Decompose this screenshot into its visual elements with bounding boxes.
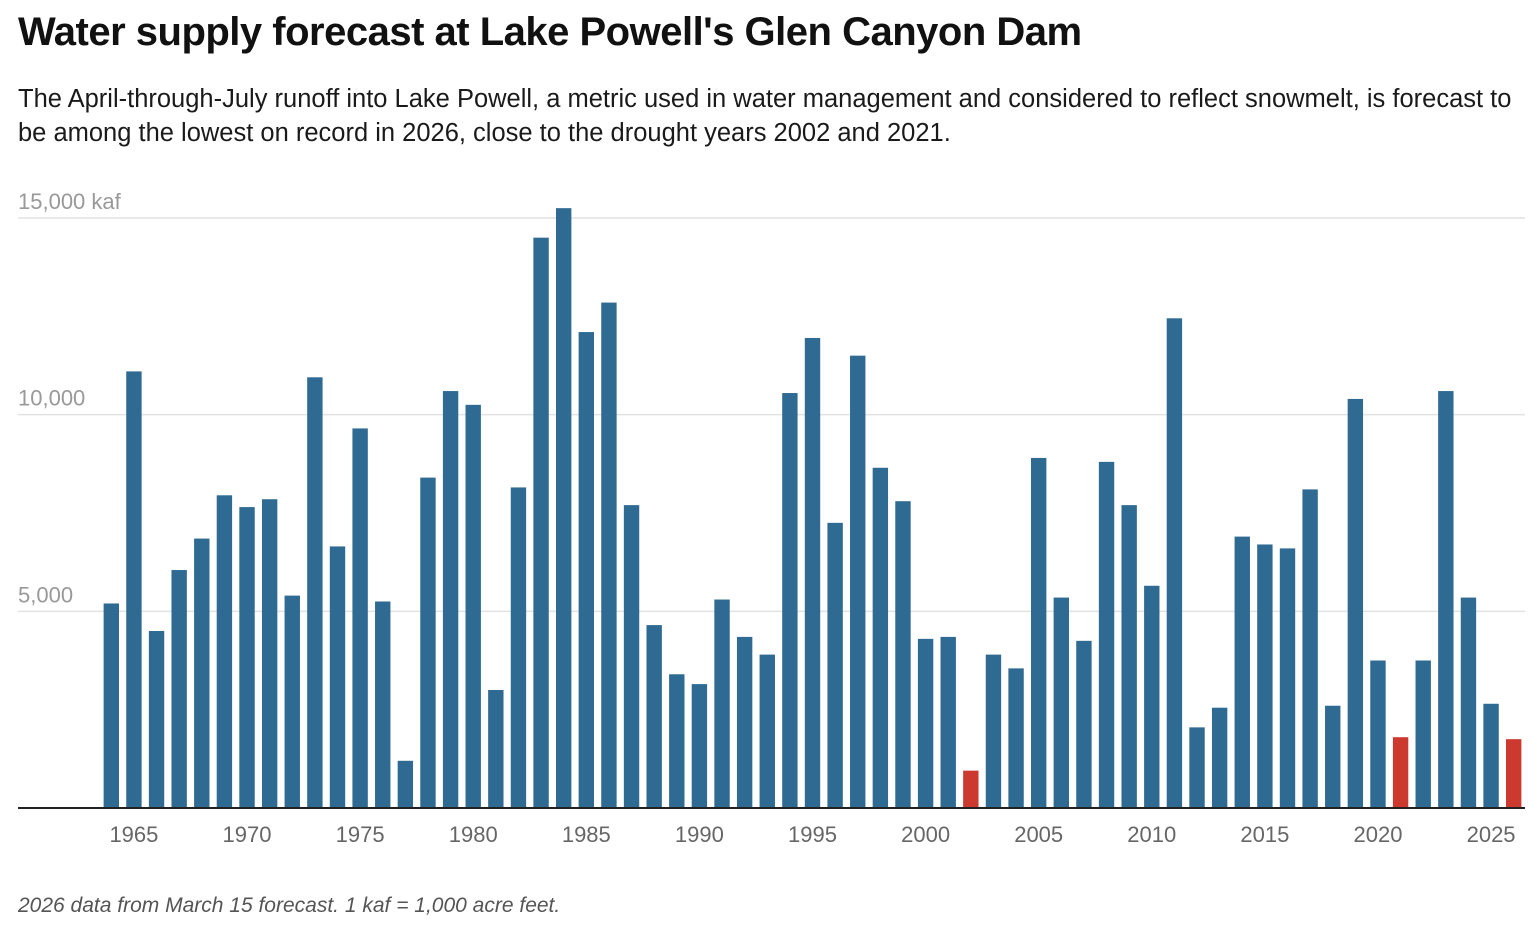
x-tick-label: 1995 [788,822,837,847]
bar-1992 [736,636,753,808]
bar-1986 [601,302,617,808]
bar-2018 [1325,705,1341,808]
bar-1971 [261,499,278,808]
x-tick-label: 2015 [1240,822,1289,847]
bar-2014 [1234,536,1250,808]
bar-2007 [1076,640,1092,808]
bar-1984 [556,208,572,808]
bar-2012 [1189,727,1205,808]
bar-1982 [510,487,527,808]
bar-1985 [578,332,594,808]
y-tick-label: 15,000 kaf [18,189,122,214]
bar-1995 [804,337,821,808]
x-tick-label: 2000 [901,822,950,847]
chart-title: Water supply forecast at Lake Powell's G… [18,10,1082,54]
bar-2008 [1098,461,1115,808]
bar-1964 [103,603,119,808]
x-tick-label: 1970 [223,822,272,847]
bar-1988 [646,625,662,808]
bar-1976 [375,601,391,808]
bar-1981 [488,690,504,808]
bar-2009 [1121,505,1137,808]
bar-1979 [442,391,459,808]
x-tick-label: 1985 [562,822,611,847]
x-axis-ticks: 1965 1970 1975 1980 1985 1990 1995 2000 2005 2010… [109,822,1515,847]
bar-1994 [782,393,798,808]
chart-subtitle: The April-through-July runoff into Lake … [18,85,1512,147]
bar-2016 [1279,548,1296,808]
bar-2010 [1144,585,1160,808]
bar-2004 [1008,668,1024,808]
bar-2015 [1257,544,1273,808]
bar-1983 [533,237,549,808]
bar-2001 [940,636,956,808]
y-tick-label: 10,000 [18,386,85,411]
bar-2024 [1460,597,1477,808]
bar-1980 [465,404,481,808]
bar-1973 [307,377,323,808]
y-tick-label: 5,000 [18,582,73,607]
bar-1967 [171,570,187,808]
bar-2005 [1031,457,1047,808]
bar-1993 [759,654,775,808]
bar-2026 [1506,739,1522,808]
bar-1998 [872,467,889,808]
bar-2021 [1392,737,1409,808]
bar-2022 [1415,660,1431,808]
bar-1987 [623,505,640,808]
x-tick-label: 1980 [449,822,498,847]
bar-2000 [917,638,934,808]
bar-1975 [352,428,368,808]
bar-1972 [284,595,300,808]
bar-2003 [985,654,1002,808]
bar-2002 [963,770,979,808]
bars [103,208,1522,808]
bar-2019 [1347,398,1364,808]
bar-1965 [126,371,142,808]
bar-1991 [714,599,730,808]
x-tick-label: 2005 [1014,822,1063,847]
x-tick-label: 1965 [109,822,158,847]
bar-1974 [329,546,346,808]
bar-1968 [194,538,210,808]
x-tick-label: 2025 [1467,822,1516,847]
footnote: 2026 data from March 15 forecast. 1 kaf … [18,894,561,917]
x-tick-label: 1990 [675,822,724,847]
bar-1999 [895,501,911,808]
x-tick-label: 1975 [336,822,385,847]
y-axis-ticks: 5,000 10,000 15,000 kaf [18,189,122,607]
bar-1977 [397,760,414,808]
bar-2013 [1211,707,1228,808]
bar-1970 [239,507,255,808]
bar-1966 [148,631,165,808]
bar-2023 [1438,391,1454,808]
x-tick-label: 2020 [1353,822,1402,847]
bar-2025 [1483,703,1499,808]
bar-1989 [669,674,685,808]
bar-1969 [216,495,233,808]
bar-2017 [1302,489,1318,808]
bar-2011 [1166,318,1183,808]
bar-1990 [691,684,708,808]
bar-2006 [1053,597,1069,808]
bar-1997 [850,355,866,808]
bar-1996 [827,522,843,808]
bar-1978 [420,477,436,808]
x-tick-label: 2010 [1127,822,1176,847]
bar-2020 [1370,660,1386,808]
